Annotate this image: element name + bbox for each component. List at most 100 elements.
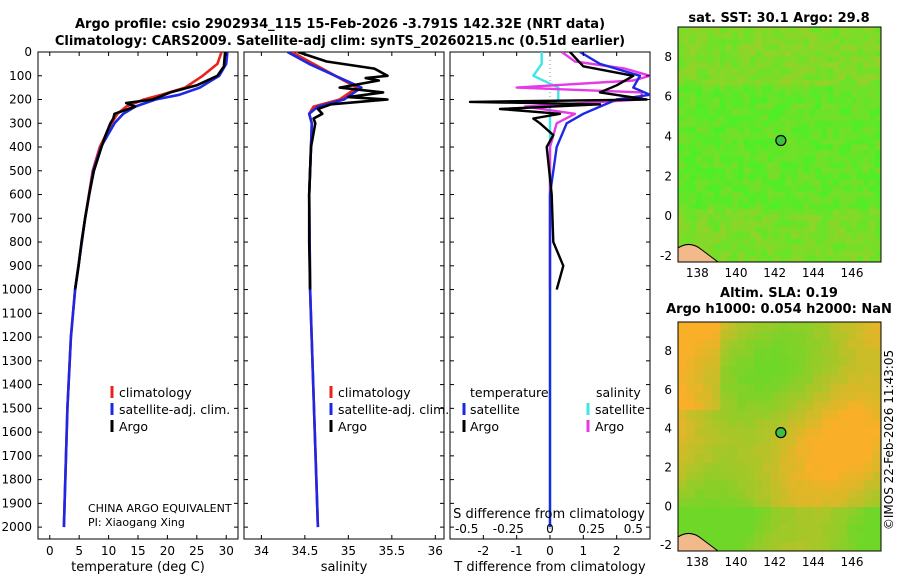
map-cell	[875, 250, 881, 257]
map-cell	[711, 454, 721, 464]
map-cell	[767, 209, 775, 216]
map-cell	[686, 392, 696, 402]
map-cell	[863, 244, 870, 251]
map-cell	[695, 109, 703, 116]
map-cell	[813, 392, 823, 402]
map-cell	[761, 68, 769, 75]
map-cell	[684, 226, 691, 234]
map-cell	[803, 27, 810, 34]
map-cell	[791, 256, 798, 262]
map-cell	[684, 115, 691, 122]
map-cell	[743, 97, 751, 104]
map-cell	[745, 322, 755, 332]
map-cell	[762, 383, 772, 394]
map-cell	[838, 445, 848, 455]
map-cell	[779, 232, 787, 240]
map-cell	[743, 74, 751, 81]
map-cell	[845, 50, 852, 57]
map-cell	[827, 226, 834, 234]
map-cell	[713, 138, 721, 146]
map-cell	[755, 144, 763, 151]
map-cell	[755, 138, 763, 146]
map-cell	[728, 471, 738, 482]
map-cell	[785, 62, 793, 69]
map-cell	[803, 32, 810, 40]
map-cell	[791, 132, 798, 140]
map-cell	[851, 256, 858, 262]
map-cell	[689, 121, 697, 128]
map-cell	[804, 498, 814, 508]
map-cell	[713, 226, 721, 234]
map-cell	[707, 162, 715, 169]
map-cell	[821, 56, 828, 63]
map-cell	[755, 226, 763, 234]
map-cell	[796, 498, 806, 508]
map-cell	[869, 97, 876, 104]
map-cell	[713, 244, 721, 251]
map-cell	[719, 121, 727, 128]
map-cell	[749, 185, 757, 193]
map-cell	[875, 179, 881, 187]
map-cell	[869, 44, 876, 52]
map-cell	[821, 68, 828, 75]
map-cell	[686, 330, 696, 341]
map-cell	[695, 56, 703, 63]
map-cell	[728, 498, 738, 508]
map-cell	[707, 244, 715, 251]
map-cell	[689, 44, 697, 52]
map-cell	[771, 436, 781, 446]
map-cell	[725, 244, 733, 251]
map-cell	[821, 410, 831, 420]
map-cell	[827, 150, 834, 157]
map-cell	[711, 366, 721, 376]
map-cell	[725, 68, 733, 75]
map-cell	[869, 115, 876, 122]
map-cell	[737, 91, 745, 99]
map-cell	[678, 121, 685, 128]
map-cell	[791, 44, 798, 52]
map-cell	[779, 507, 789, 517]
map-cell	[755, 56, 763, 63]
map-cell	[845, 185, 852, 193]
map-cell	[863, 121, 870, 128]
map-cell	[821, 348, 831, 358]
map-cell	[857, 185, 864, 193]
map-cell	[725, 85, 733, 93]
map-cell	[857, 121, 864, 128]
x-tick-label: 30	[219, 544, 234, 558]
map-cell	[725, 179, 733, 187]
map-cell	[713, 62, 721, 69]
map-cell	[838, 339, 848, 349]
map-cell	[863, 56, 870, 63]
map-cell	[689, 126, 697, 134]
map-cell	[773, 185, 781, 193]
map-cell	[745, 392, 755, 402]
map-cell	[863, 209, 870, 216]
map-cell	[821, 542, 831, 551]
map-cell	[863, 156, 870, 163]
map-cell	[749, 62, 757, 69]
map-cell	[821, 383, 831, 394]
map-cell	[731, 50, 739, 57]
map-cell	[779, 330, 789, 341]
map-cell	[749, 38, 757, 46]
map-cell	[875, 220, 881, 228]
map-cell	[797, 68, 804, 75]
map-cell	[694, 374, 704, 385]
map-cell	[725, 185, 733, 193]
map-cell	[707, 238, 715, 245]
map-cell	[796, 462, 806, 473]
map-cell	[761, 44, 769, 52]
map-cell	[684, 74, 691, 81]
map-cell	[771, 498, 781, 508]
map-cell	[847, 498, 857, 508]
map-cell	[872, 339, 881, 349]
map-cell	[761, 85, 769, 93]
map-cell	[804, 418, 814, 429]
map-cell	[788, 533, 798, 543]
map-cell	[749, 109, 757, 116]
map-cell	[839, 50, 846, 57]
s-tick-label: -0.5	[455, 522, 478, 536]
map-cell	[779, 480, 789, 490]
map-cell	[833, 226, 840, 234]
